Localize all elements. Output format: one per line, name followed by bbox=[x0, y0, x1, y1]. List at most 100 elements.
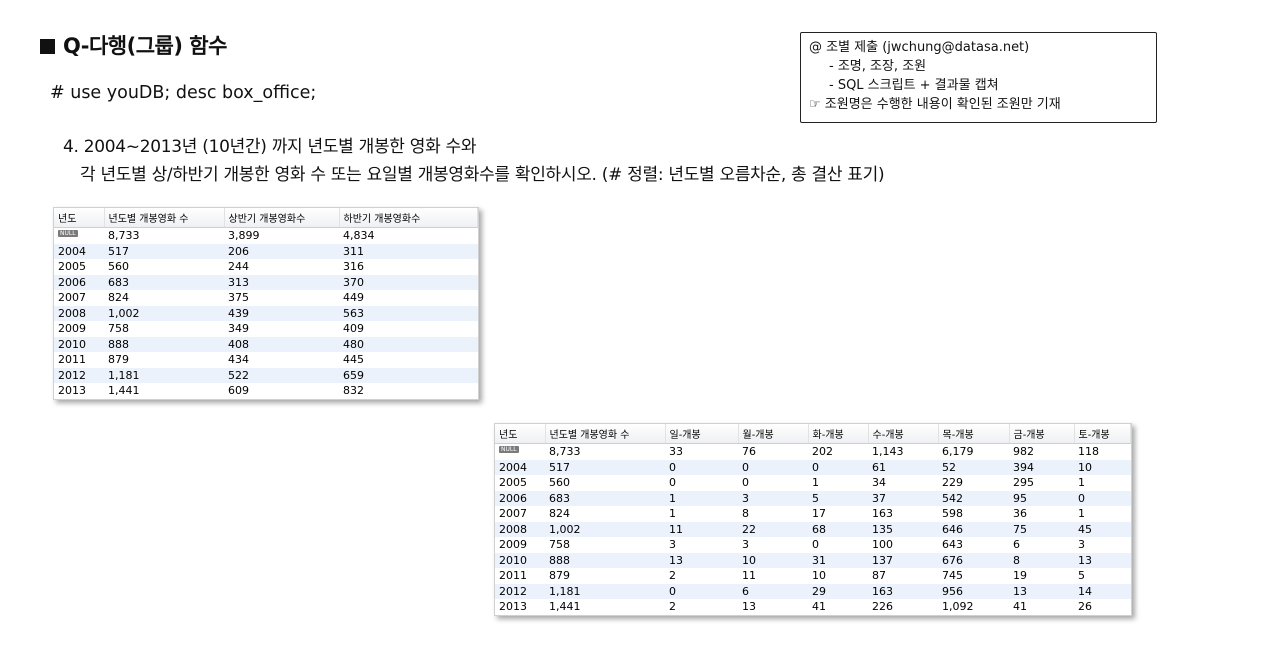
table-row[interactable]: 2006 683 1 3 5 37 542 95 0 bbox=[495, 490, 1131, 506]
table-cell[interactable]: 11 bbox=[665, 521, 738, 537]
table-cell[interactable]: 0 bbox=[669, 476, 676, 490]
table-cell[interactable]: 14 bbox=[1074, 583, 1131, 599]
table-cell[interactable]: 17 bbox=[812, 507, 826, 521]
table-cell[interactable]: 2013 bbox=[58, 384, 86, 398]
table-cell[interactable]: 137 bbox=[868, 552, 938, 568]
table-cell[interactable]: 1 bbox=[665, 490, 738, 506]
column-header[interactable]: 수-개봉 bbox=[868, 424, 939, 444]
table-cell[interactable]: 313 bbox=[224, 274, 339, 290]
table-row[interactable]: 2004 517 0 0 0 61 52 394 10 bbox=[495, 459, 1131, 475]
table-cell[interactable]: 8 bbox=[742, 507, 749, 521]
table-cell[interactable]: 10 bbox=[1074, 459, 1131, 475]
table-cell[interactable]: 19 bbox=[1013, 569, 1027, 583]
table-cell[interactable]: 449 bbox=[343, 291, 364, 305]
table-cell[interactable]: 29 bbox=[808, 583, 868, 599]
table-row[interactable]: 2011 879 2 11 10 87 745 19 5 bbox=[495, 568, 1131, 584]
table-cell[interactable]: 2012 bbox=[495, 583, 545, 599]
table-cell[interactable]: 0 bbox=[738, 459, 808, 475]
table-cell[interactable]: 542 bbox=[938, 490, 1009, 506]
table-cell[interactable]: 598 bbox=[942, 507, 963, 521]
table-row[interactable]: 2008 1,002 439 563 bbox=[54, 305, 478, 321]
table-cell[interactable]: 295 bbox=[1013, 476, 1034, 490]
table-cell[interactable]: 22 bbox=[738, 521, 808, 537]
table-cell[interactable]: 879 bbox=[108, 353, 129, 367]
table-cell[interactable]: 480 bbox=[339, 336, 478, 352]
table-cell[interactable]: 1 bbox=[1078, 507, 1085, 521]
table-cell[interactable]: 6 bbox=[738, 583, 808, 599]
table-cell[interactable]: 1,441 bbox=[108, 384, 140, 398]
table-row[interactable]: 2005 560 244 316 bbox=[54, 259, 478, 275]
table-cell[interactable]: 758 bbox=[108, 322, 129, 336]
table-cell[interactable]: 676 bbox=[938, 552, 1009, 568]
table-cell[interactable]: 135 bbox=[868, 521, 938, 537]
table-cell[interactable]: 61 bbox=[868, 459, 938, 475]
table-cell[interactable]: 13 bbox=[1009, 583, 1074, 599]
table-cell[interactable]: 1,441 bbox=[549, 600, 581, 614]
table-cell[interactable]: 879 bbox=[549, 569, 570, 583]
table-row[interactable]: 2009 758 3 3 0 100 643 6 3 bbox=[495, 537, 1131, 553]
table-cell[interactable]: 41 bbox=[1013, 600, 1027, 614]
table-cell[interactable]: 0 bbox=[808, 459, 868, 475]
table-row[interactable]: 2011 879 434 445 bbox=[54, 352, 478, 368]
table-cell[interactable]: 33 bbox=[669, 445, 683, 459]
table-row[interactable]: 2012 1,181 522 659 bbox=[54, 367, 478, 383]
table-cell[interactable]: 316 bbox=[343, 260, 364, 274]
table-cell[interactable]: 2011 bbox=[58, 353, 86, 367]
table-row[interactable]: 2008 1,002 11 22 68 135 646 75 45 bbox=[495, 521, 1131, 537]
column-header[interactable]: 하반기 개봉영화수 bbox=[339, 208, 478, 228]
table-cell[interactable]: 26 bbox=[1078, 600, 1092, 614]
table-cell[interactable]: 6 bbox=[1013, 538, 1020, 552]
table-cell[interactable]: 87 bbox=[872, 569, 886, 583]
table-cell[interactable]: 311 bbox=[339, 243, 478, 259]
table-cell[interactable]: 68 bbox=[808, 521, 868, 537]
table-cell[interactable]: 824 bbox=[108, 291, 129, 305]
table-cell[interactable]: 560 bbox=[549, 476, 570, 490]
table-cell[interactable]: 439 bbox=[224, 305, 339, 321]
table-cell[interactable]: 745 bbox=[942, 569, 963, 583]
table-cell[interactable]: NULL bbox=[54, 228, 104, 244]
table-cell[interactable]: 888 bbox=[104, 336, 224, 352]
column-header[interactable]: 목-개봉 bbox=[938, 424, 1010, 444]
table-cell[interactable]: 45 bbox=[1074, 521, 1131, 537]
table-cell[interactable]: 2013 bbox=[499, 600, 527, 614]
table-cell[interactable]: 1 bbox=[1078, 476, 1085, 490]
table-cell[interactable]: 1,181 bbox=[104, 367, 224, 383]
table-cell[interactable]: 163 bbox=[872, 507, 893, 521]
table-cell[interactable]: 75 bbox=[1009, 521, 1074, 537]
table-cell[interactable]: 2006 bbox=[495, 490, 545, 506]
table-cell[interactable]: 95 bbox=[1009, 490, 1074, 506]
table-cell[interactable]: 13 bbox=[665, 552, 738, 568]
table-cell[interactable]: 8 bbox=[1009, 552, 1074, 568]
table-cell[interactable]: NULL bbox=[495, 444, 545, 460]
table-cell[interactable]: 2008 bbox=[54, 305, 104, 321]
table-cell[interactable]: 408 bbox=[224, 336, 339, 352]
table-cell[interactable]: 13 bbox=[742, 600, 756, 614]
table-cell[interactable]: 982 bbox=[1013, 445, 1034, 459]
table-cell[interactable]: 2010 bbox=[495, 552, 545, 568]
table-cell[interactable]: 1,002 bbox=[104, 305, 224, 321]
table-cell[interactable]: 2005 bbox=[499, 476, 527, 490]
table-cell[interactable]: 643 bbox=[942, 538, 963, 552]
table-cell[interactable]: 2012 bbox=[54, 367, 104, 383]
table-cell[interactable]: 0 bbox=[742, 476, 749, 490]
table-cell[interactable]: 2010 bbox=[54, 336, 104, 352]
table-cell[interactable]: 956 bbox=[938, 583, 1009, 599]
table-cell[interactable]: 118 bbox=[1078, 445, 1099, 459]
table-row[interactable]: 2010 888 13 10 31 137 676 8 13 bbox=[495, 552, 1131, 568]
table-cell[interactable]: 370 bbox=[339, 274, 478, 290]
table-cell[interactable]: 2 bbox=[669, 600, 676, 614]
table-cell[interactable]: 517 bbox=[545, 459, 665, 475]
table-row[interactable]: 2012 1,181 0 6 29 163 956 13 14 bbox=[495, 583, 1131, 599]
table-cell[interactable]: 758 bbox=[549, 538, 570, 552]
table-cell[interactable]: 683 bbox=[545, 490, 665, 506]
table-cell[interactable]: 5 bbox=[1078, 569, 1085, 583]
table-cell[interactable]: 41 bbox=[812, 600, 826, 614]
table-cell[interactable]: 11 bbox=[742, 569, 756, 583]
table-cell[interactable]: 445 bbox=[343, 353, 364, 367]
table-row[interactable]: 2010 888 408 480 bbox=[54, 336, 478, 352]
table-cell[interactable]: 560 bbox=[108, 260, 129, 274]
table-row[interactable]: 2006 683 313 370 bbox=[54, 274, 478, 290]
table-row[interactable]: 2004 517 206 311 bbox=[54, 243, 478, 259]
table-cell[interactable]: 3,899 bbox=[228, 229, 260, 243]
column-header[interactable]: 상반기 개봉영화수 bbox=[224, 208, 340, 228]
